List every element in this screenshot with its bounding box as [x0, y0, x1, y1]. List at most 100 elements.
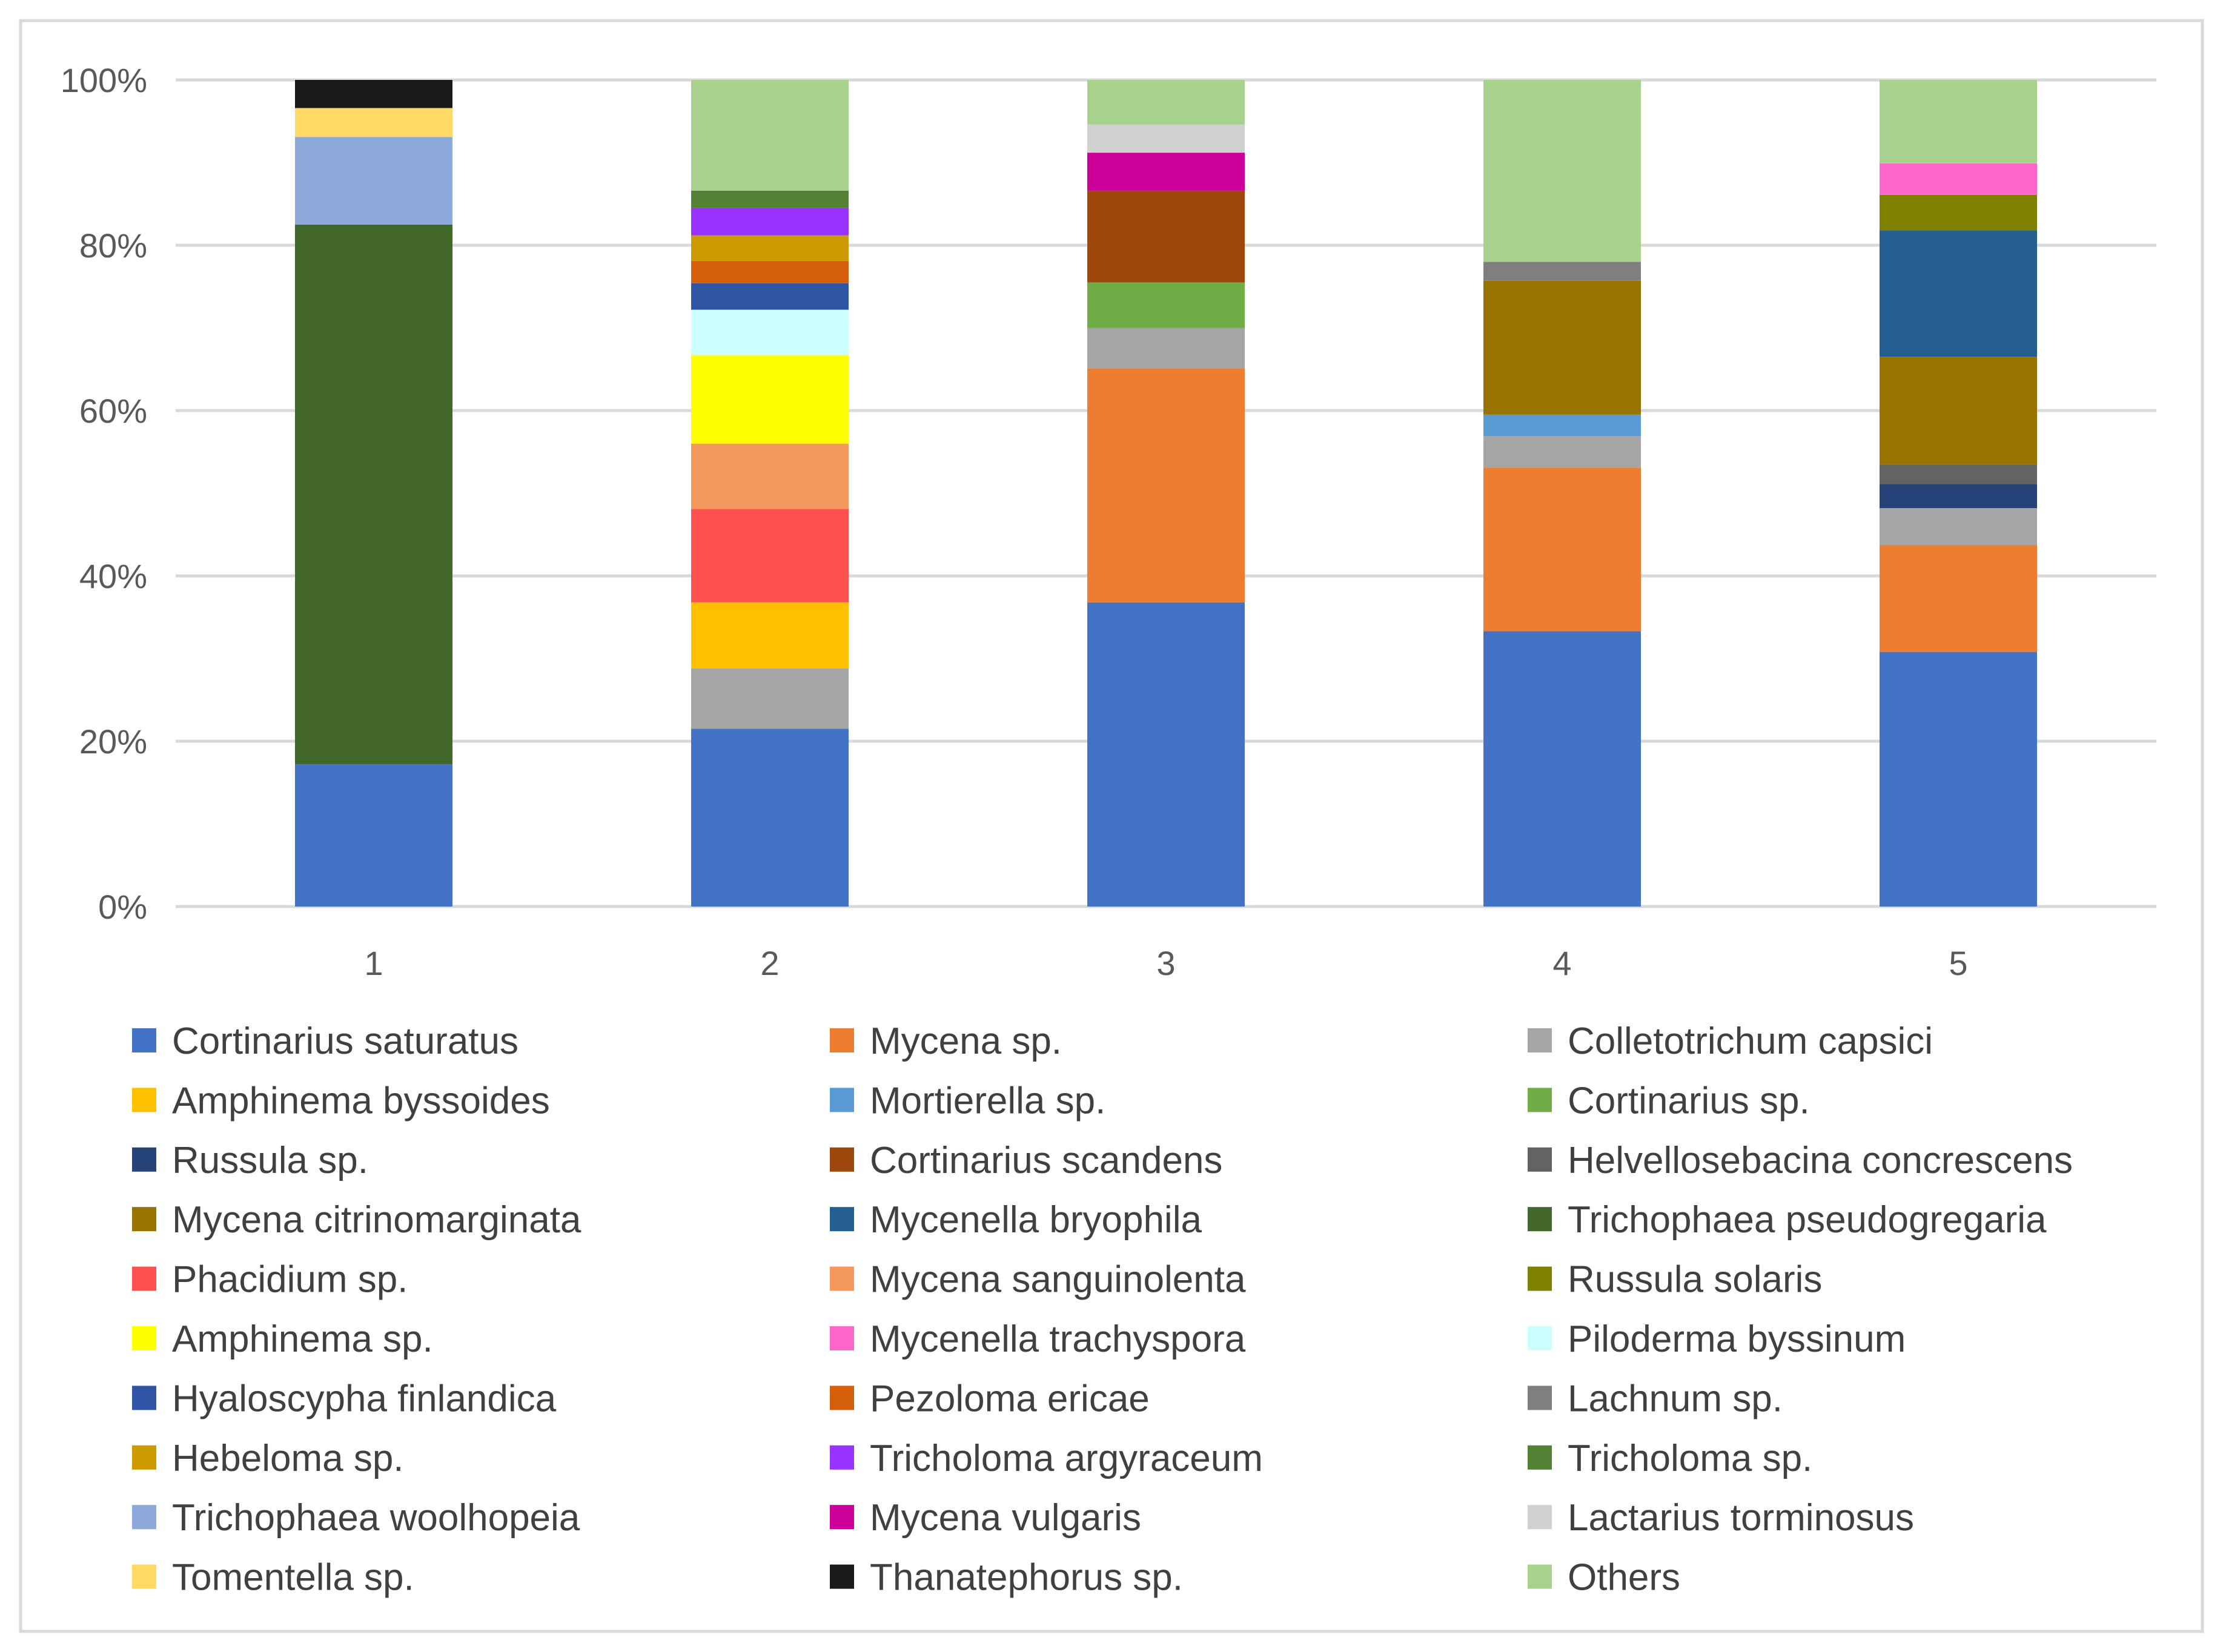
bar-segment-2-others — [691, 80, 849, 191]
legend-label: Russula solaris — [1568, 1259, 1822, 1301]
legend-item-cortinarius-scandens: Cortinarius scandens — [830, 1140, 1222, 1181]
legend-item-others: Others — [1528, 1557, 1680, 1599]
bar-segment-2-pezoloma-ericae — [691, 260, 849, 283]
legend-swatch — [1528, 1207, 1552, 1232]
legend-label: Hyaloscypha finlandica — [172, 1378, 557, 1419]
legend: Cortinarius saturatus Mycena sp. Colletotr… — [132, 1020, 2073, 1599]
bar-segment-4-mycena-citrinomarginata — [1483, 280, 1641, 415]
legend-item-tricholoma-sp: Tricholoma sp. — [1528, 1438, 1812, 1479]
legend-swatch — [1528, 1445, 1552, 1470]
legend-item-tomentella-sp: Tomentella sp. — [132, 1557, 414, 1599]
legend-label: Pezoloma ericae — [870, 1378, 1150, 1419]
legend-label: Others — [1568, 1557, 1680, 1599]
legend-label: Mortierella sp. — [870, 1080, 1105, 1122]
bar-segment-1-tomentella-sp — [295, 108, 452, 137]
legend-swatch — [1528, 1326, 1552, 1350]
bar-segment-3-mycena-vulgaris — [1087, 153, 1245, 191]
y-axis-tick-labels: 0% 20% 40% 60% 80% 100% — [61, 61, 147, 926]
legend-swatch — [830, 1028, 854, 1052]
legend-item-russula-sp: Russula sp. — [132, 1140, 368, 1181]
x-tick-label: 3 — [1156, 944, 1175, 982]
bar-segment-2-hyaloscypha-finlandica — [691, 283, 849, 310]
legend-swatch — [830, 1326, 854, 1350]
legend-label: Helvellosebacina concrescens — [1568, 1140, 2073, 1181]
bar-segment-2-cortinarius-saturatus — [691, 729, 849, 907]
legend-swatch — [830, 1564, 854, 1589]
legend-item-pezoloma-ericae: Pezoloma ericae — [830, 1378, 1150, 1419]
bar-segment-4-mortierella-sp — [1483, 414, 1641, 437]
x-tick-label: 1 — [364, 944, 383, 982]
bar-segment-4-lachnum-sp — [1483, 262, 1641, 281]
bar-segment-4-cortinarius-saturatus — [1483, 631, 1641, 907]
legend-item-hyaloscypha-finlandica: Hyaloscypha finlandica — [132, 1378, 557, 1419]
legend-swatch — [1528, 1564, 1552, 1589]
legend-swatch — [132, 1147, 156, 1172]
legend-item-hebeloma-sp: Hebeloma sp. — [132, 1438, 404, 1479]
legend-swatch — [1528, 1147, 1552, 1172]
legend-swatch — [830, 1266, 854, 1291]
bar-segment-5-cortinarius-saturatus — [1880, 652, 2037, 907]
y-tick-label: 80% — [79, 226, 147, 265]
legend-item-trichophaea-woolhopeia: Trichophaea woolhopeia — [132, 1497, 580, 1539]
bar-segment-3-cortinarius-scandens — [1087, 190, 1245, 283]
legend-label: Tomentella sp. — [172, 1557, 414, 1599]
bar-segment-2-mycena-sanguinolenta — [691, 443, 849, 509]
legend-swatch — [1528, 1088, 1552, 1112]
legend-item-russula-solaris: Russula solaris — [1528, 1259, 1822, 1301]
bar-segment-1-cortinarius-saturatus — [295, 764, 452, 907]
bar-segment-5-russula-sp — [1880, 484, 2037, 509]
bar-segment-2-amphinema-sp — [691, 355, 849, 444]
bar-segment-3-others — [1087, 80, 1245, 125]
legend-label: Tricholoma sp. — [1568, 1438, 1812, 1479]
legend-label: Cortinarius saturatus — [172, 1020, 518, 1062]
legend-item-mycenella-trachyspora: Mycenella trachyspora — [830, 1318, 1246, 1360]
legend-item-piloderma-byssinum: Piloderma byssinum — [1528, 1318, 1906, 1360]
legend-label: Lactarius torminosus — [1568, 1497, 1914, 1539]
legend-swatch — [830, 1505, 854, 1530]
legend-swatch — [1528, 1028, 1552, 1052]
legend-item-helvellosebacina-concrescens: Helvellosebacina concrescens — [1528, 1140, 2073, 1181]
bar-segment-2-colletotrichum-capsici — [691, 668, 849, 729]
legend-label: Trichophaea woolhopeia — [172, 1497, 580, 1539]
legend-item-tricholoma-argyraceum: Tricholoma argyraceum — [830, 1438, 1263, 1479]
bar-segment-3-cortinarius-saturatus — [1087, 602, 1245, 907]
legend-item-mycenella-bryophila: Mycenella bryophila — [830, 1199, 1202, 1241]
legend-swatch — [1528, 1505, 1552, 1530]
bar-segment-5-colletotrichum-capsici — [1880, 508, 2037, 546]
legend-swatch — [132, 1445, 156, 1470]
bar-segment-3-mycena-sp — [1087, 368, 1245, 603]
legend-swatch — [132, 1326, 156, 1350]
bar-segment-2-piloderma-byssinum — [691, 309, 849, 355]
legend-label: Lachnum sp. — [1568, 1378, 1783, 1419]
x-tick-label: 4 — [1552, 944, 1571, 982]
bar-stack-4 — [1483, 80, 1641, 907]
bar-segment-2-tricholoma-argyraceum — [691, 208, 849, 236]
legend-swatch — [132, 1266, 156, 1291]
bar-stack-1 — [295, 80, 452, 907]
legend-item-mycena-sanguinolenta: Mycena sanguinolenta — [830, 1259, 1246, 1301]
bar-segment-1-trichophaea-pseudogregaria — [295, 224, 452, 765]
legend-item-cortinarius-saturatus: Cortinarius saturatus — [132, 1020, 518, 1062]
legend-swatch — [132, 1207, 156, 1232]
bar-segment-5-mycenella-bryophila — [1880, 230, 2037, 357]
bar-stacks — [295, 80, 2037, 907]
bar-segment-5-mycena-citrinomarginata — [1880, 357, 2037, 464]
legend-label: Amphinema sp. — [172, 1318, 433, 1360]
legend-swatch — [1528, 1386, 1552, 1410]
legend-item-amphinema-byssoides: Amphinema byssoides — [132, 1080, 550, 1122]
legend-label: Trichophaea pseudogregaria — [1568, 1199, 2047, 1241]
legend-item-mycena-sp: Mycena sp. — [830, 1020, 1062, 1062]
bar-stack-2 — [691, 80, 849, 907]
x-axis-tick-labels: 1 2 3 4 5 — [364, 944, 1967, 982]
bar-segment-5-others — [1880, 80, 2037, 164]
legend-label: Phacidium sp. — [172, 1259, 408, 1301]
bar-segment-3-lactarius-torminosus — [1087, 124, 1245, 153]
legend-item-lactarius-torminosus: Lactarius torminosus — [1528, 1497, 1914, 1539]
bar-segment-2-amphinema-byssoides — [691, 602, 849, 669]
y-tick-label: 40% — [79, 557, 147, 595]
x-tick-label: 5 — [1949, 944, 1967, 982]
y-tick-label: 20% — [79, 722, 147, 761]
legend-item-phacidium-sp: Phacidium sp. — [132, 1259, 408, 1301]
legend-item-trichophaea-pseudogregaria: Trichophaea pseudogregaria — [1528, 1199, 2047, 1241]
